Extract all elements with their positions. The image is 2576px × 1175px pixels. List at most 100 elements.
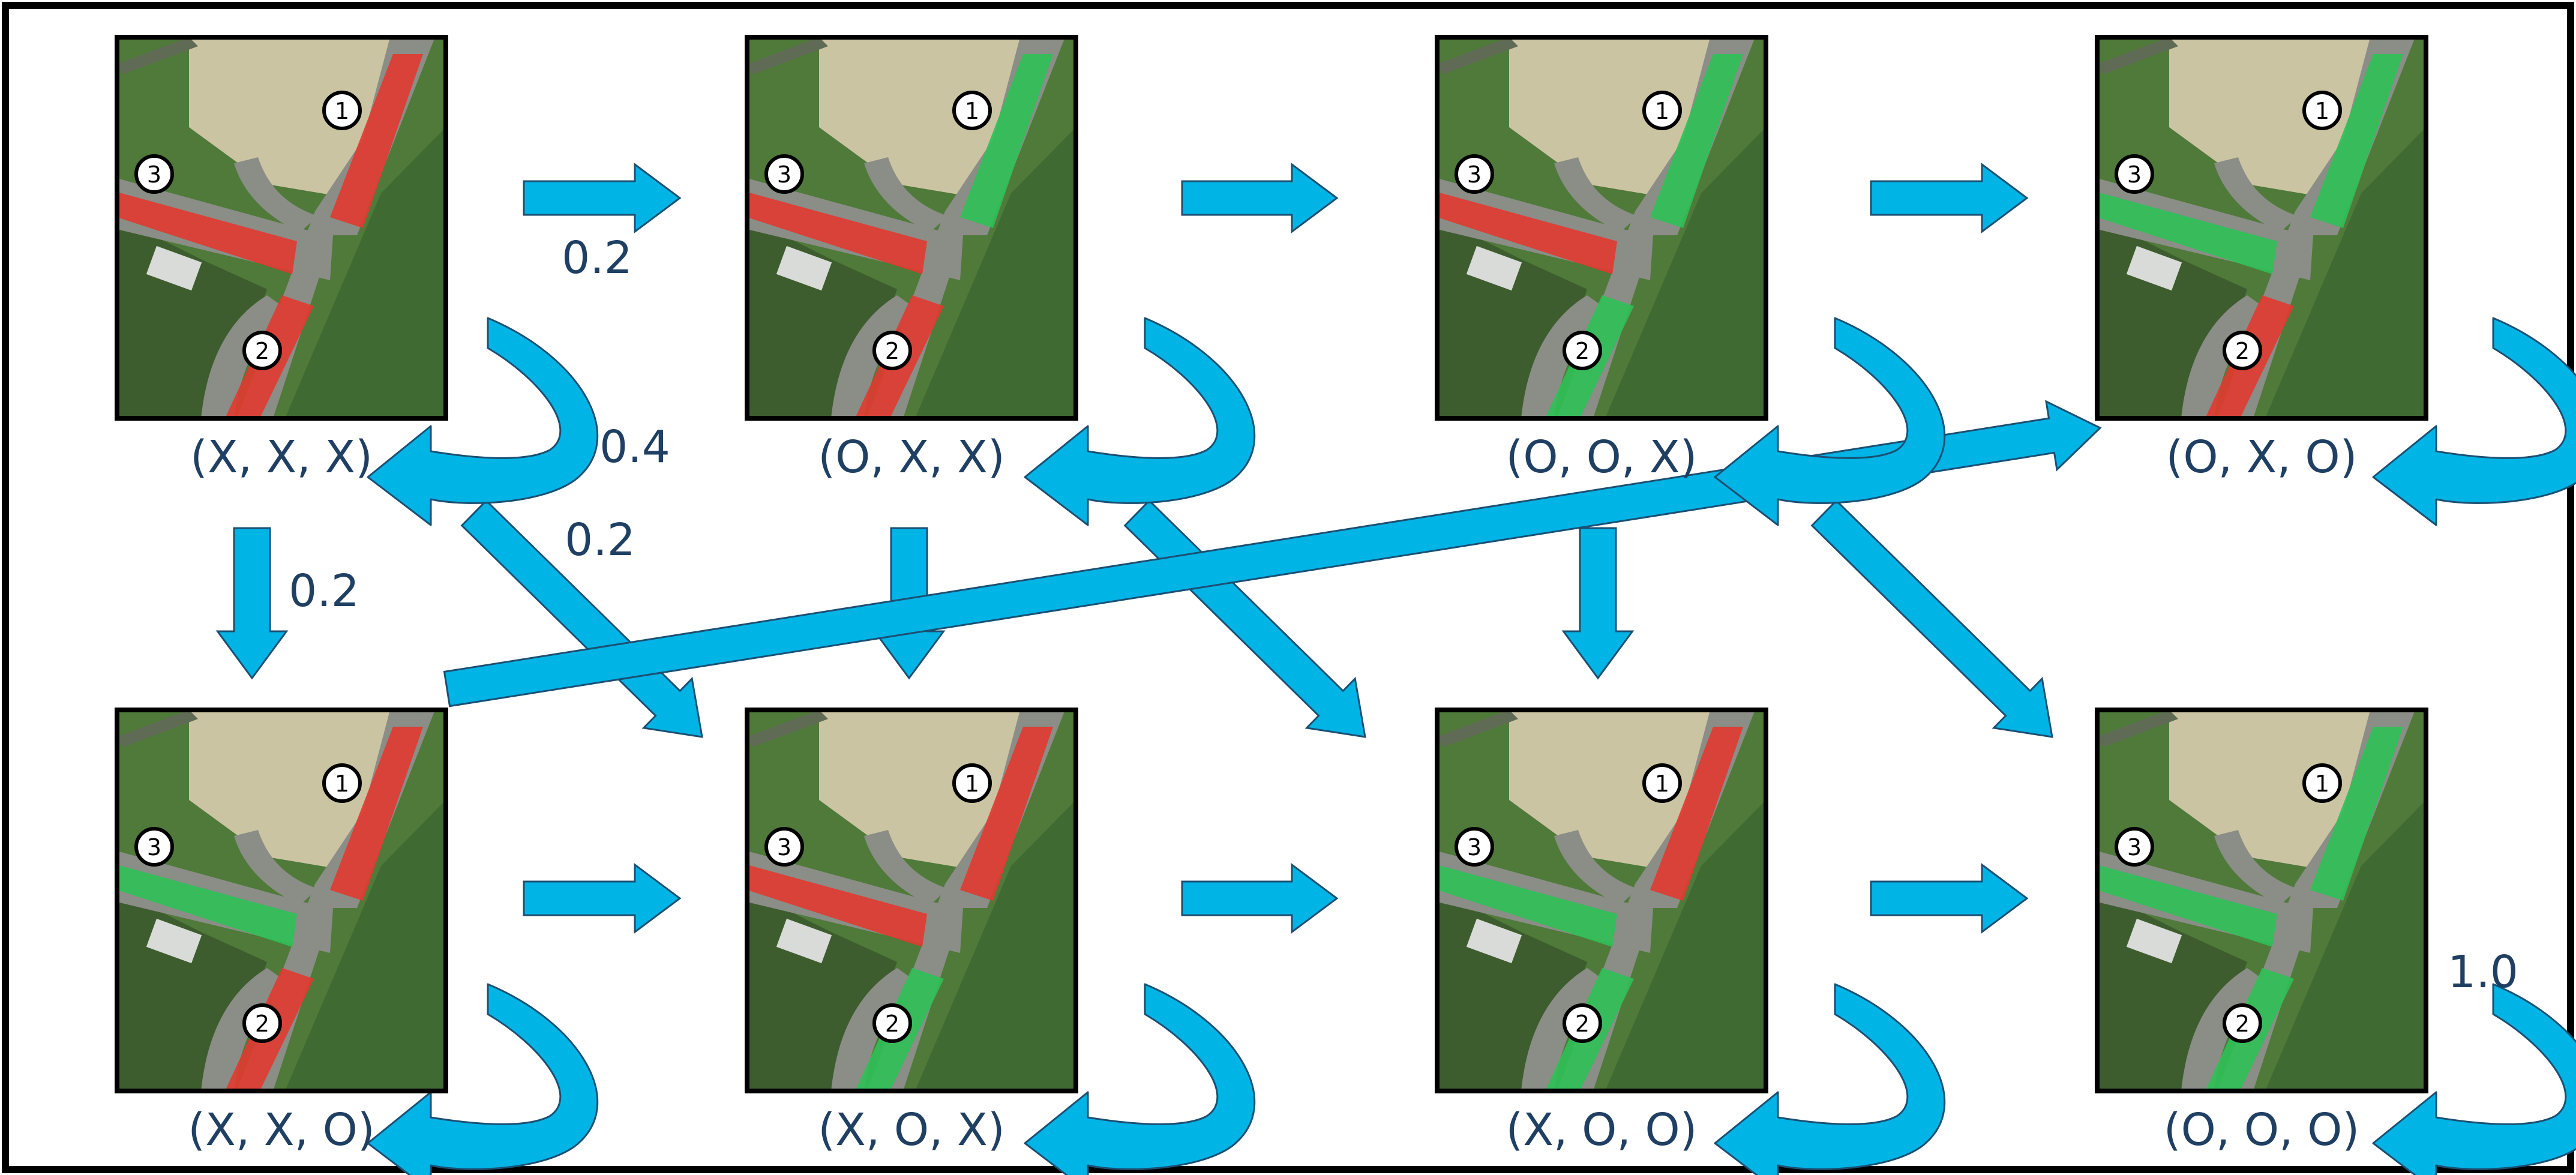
lane-2-number: 2 [2235, 338, 2250, 364]
transition-arrow-oxx-to-oox [1181, 163, 1339, 233]
lane-1-number: 1 [335, 771, 349, 797]
lane-3-number: 3 [1467, 834, 1482, 861]
lane-1-number: 1 [2315, 771, 2329, 797]
tile-border [745, 708, 1078, 1093]
lane-1-number-badge: 1 [952, 91, 992, 130]
lane-2-number-badge: 2 [242, 331, 282, 370]
lane-2-number-badge: 2 [1563, 1003, 1602, 1043]
state-label-s_oxo: (O, X, O) [2166, 431, 2357, 483]
lane-3-green-overlay [117, 865, 297, 947]
building [2126, 918, 2182, 964]
lane-1-number: 1 [2315, 98, 2329, 124]
lane-1-number-badge: 1 [1642, 91, 1682, 130]
lane-3-number-badge: 3 [2115, 154, 2154, 194]
state-label-s_xox: (X, O, X) [818, 1104, 1004, 1156]
tile-border [115, 708, 448, 1093]
building [1466, 918, 1522, 964]
lane-3-number-badge: 3 [1455, 827, 1494, 867]
lane-3-number: 3 [777, 834, 791, 861]
state-label-s_oox: (O, O, X) [1506, 431, 1697, 483]
building [776, 918, 832, 964]
building [146, 918, 202, 964]
lane-1-number: 1 [965, 771, 979, 797]
transition-arrow-xxx-to-xox [460, 499, 703, 738]
lane-1-number-badge: 1 [322, 91, 362, 130]
self-loop-xox [1024, 983, 1256, 1175]
road [864, 830, 948, 905]
lane-3-red-overlay [747, 865, 927, 947]
lane-2-number-badge: 2 [2223, 1003, 2262, 1043]
lane-1-red-overlay [960, 727, 1053, 901]
lane-3-number: 3 [147, 161, 161, 188]
lane-3-red-overlay [1437, 192, 1617, 274]
self-loop-ooo [2372, 983, 2576, 1175]
building [146, 245, 202, 291]
prob-label-down-xxx: 0.2 [289, 565, 359, 617]
lane-1-red-overlay [330, 727, 423, 901]
transition-arrow-xxo-to-oxo [443, 400, 2102, 708]
lane-2-number: 2 [1575, 1011, 1590, 1037]
state-tile-s_oxo: 1 2 3 (O, X, O) [2095, 35, 2428, 483]
self-loop-xoo [1714, 983, 1946, 1175]
lane-3-number-badge: 3 [764, 827, 804, 867]
state-label-s_xxo: (X, X, O) [188, 1104, 374, 1156]
building [117, 37, 198, 74]
lane-1-number-badge: 1 [2302, 763, 2342, 803]
lane-2-number-badge: 2 [1563, 331, 1602, 370]
lane-1-number-badge: 1 [952, 763, 992, 803]
lane-1-number: 1 [965, 98, 979, 124]
state-label-s_xoo: (X, O, O) [1506, 1104, 1697, 1156]
lane-2-number: 2 [2235, 1011, 2250, 1037]
state-tile-s_xxo: 1 2 3 (X, X, O) [115, 708, 448, 1156]
state-tile-s_xxx: 1 2 3 (X, X, X) [115, 35, 448, 483]
self-loop-xxx [367, 317, 599, 526]
lane-1-number-badge: 1 [322, 763, 362, 803]
lane-1-green-overlay [960, 54, 1053, 228]
state-tile-s_oox: 1 2 3 (O, O, X) [1435, 35, 1768, 483]
building [1437, 37, 1518, 74]
farm-field [285, 800, 446, 1091]
transition-arrow-oox-to-ooo [1810, 499, 2053, 738]
transition-arrow-xxo-to-xox [523, 863, 682, 934]
state-tile-s_ooo: 1 2 3 (O, O, O) [2095, 708, 2428, 1156]
lane-3-number-badge: 3 [1455, 154, 1494, 194]
prob-label-right-xxx: 0.2 [562, 232, 632, 284]
lane-1-number: 1 [1655, 771, 1669, 797]
lane-3-number: 3 [777, 161, 791, 188]
state-label-s_oxx: (O, X, X) [818, 431, 1004, 483]
transition-arrow-xoo-to-ooo [1870, 863, 2029, 934]
transition-arrow-xxx-to-xxo [215, 527, 289, 680]
lane-1-green-overlay [2310, 54, 2403, 228]
lane-1-number: 1 [335, 98, 349, 124]
lane-1-number-badge: 1 [2302, 91, 2342, 130]
farm-field [1605, 800, 1766, 1091]
farm-field [915, 800, 1076, 1091]
lane-2-number: 2 [1575, 338, 1590, 364]
tile-border [745, 35, 1078, 421]
state-tile-s_oxx: 1 2 3 (O, X, X) [745, 35, 1078, 483]
lane-3-number-badge: 3 [764, 154, 804, 194]
lane-3-number: 3 [2127, 834, 2142, 861]
state-tile-s_xox: 1 2 3 (X, O, X) [745, 708, 1078, 1156]
road [1554, 157, 1638, 232]
building [1466, 245, 1522, 291]
state-tile-s_xoo: 1 2 3 (X, O, O) [1435, 708, 1768, 1156]
lane-3-number: 3 [2127, 161, 2142, 188]
lane-3-number: 3 [147, 834, 161, 861]
self-loop-arrows [367, 317, 2576, 1175]
lane-3-number: 3 [1467, 161, 1482, 188]
transition-arrow-oox-to-oxo [1870, 163, 2029, 233]
transition-arrow-oox-to-xoo [1561, 527, 1635, 680]
farm-field [2265, 800, 2426, 1091]
lane-3-number-badge: 3 [134, 827, 174, 867]
state-label-s_xxx: (X, X, X) [190, 431, 373, 483]
tile-border [2095, 35, 2428, 421]
tile-border [2095, 708, 2428, 1093]
state-tiles: 1 2 3 (X, X, X) 1 2 3 (O, X, X) 1 2 3 (O, O, X) 1 2 3 (… [115, 35, 2428, 1156]
road [2214, 830, 2298, 905]
lane-3-green-overlay [1437, 865, 1617, 947]
lane-2-number: 2 [885, 338, 899, 364]
road [1554, 830, 1638, 905]
lane-2-number-badge: 2 [2223, 331, 2262, 370]
